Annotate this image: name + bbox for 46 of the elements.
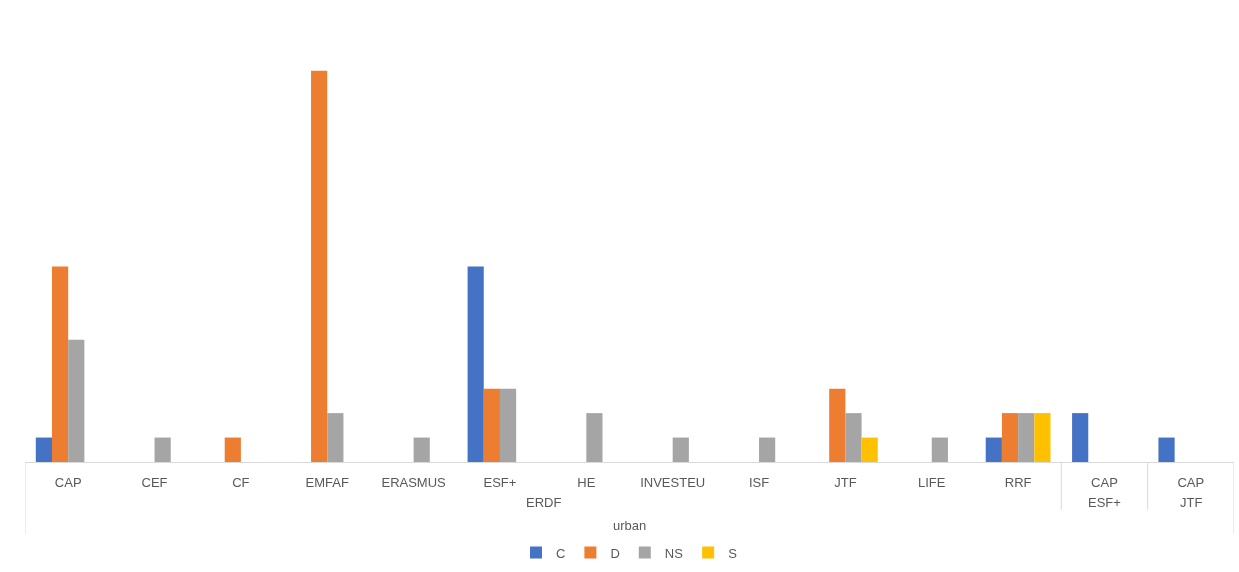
x-tick-label: CF [232,474,250,490]
x-tick-label: JTF [834,474,857,490]
x-tick-label: EMFAF [305,474,349,490]
bar [672,437,689,462]
bar [154,437,171,462]
bar [759,437,776,462]
legend-label: S [728,545,738,561]
x-tick-label: HE [577,474,596,490]
bar [68,339,85,462]
bar [829,388,846,462]
bar [499,388,517,462]
bar [413,437,430,462]
x-tick-label: CAP [54,474,82,490]
bar [327,413,344,462]
bar [467,266,484,462]
x-tick-label: INVESTEU [640,474,706,490]
x-tick-label: CAP [1091,474,1118,490]
text: JTF [1180,495,1203,510]
x-tick-label: CAP [1177,474,1205,490]
legend-label: C [556,545,566,561]
bar [1158,437,1175,462]
bar [1001,413,1019,462]
x-tick-label: ESF+ [483,474,517,490]
legend-label: D [610,545,620,561]
bar [35,437,52,462]
bar [845,413,862,462]
text: urban [613,518,647,533]
legend-label: NS [664,545,684,561]
bar [224,437,241,462]
bar [861,437,878,462]
bar [51,266,69,462]
x-tick-label: RRF [1004,474,1032,490]
text: ESF+ [1088,495,1121,510]
bar [985,437,1002,462]
bar [1072,413,1089,462]
bar [311,70,328,462]
x-tick-label: LIFE [918,474,946,490]
x-tick-label: CEF [141,474,168,490]
bar [586,413,603,462]
x-tick-label: ERASMUS [381,474,447,490]
x-tick-label: ISF [748,474,770,490]
bar [1018,413,1035,462]
bar [1034,413,1051,462]
bar [483,388,500,462]
bar [931,437,948,462]
text: ERDF [526,495,562,510]
